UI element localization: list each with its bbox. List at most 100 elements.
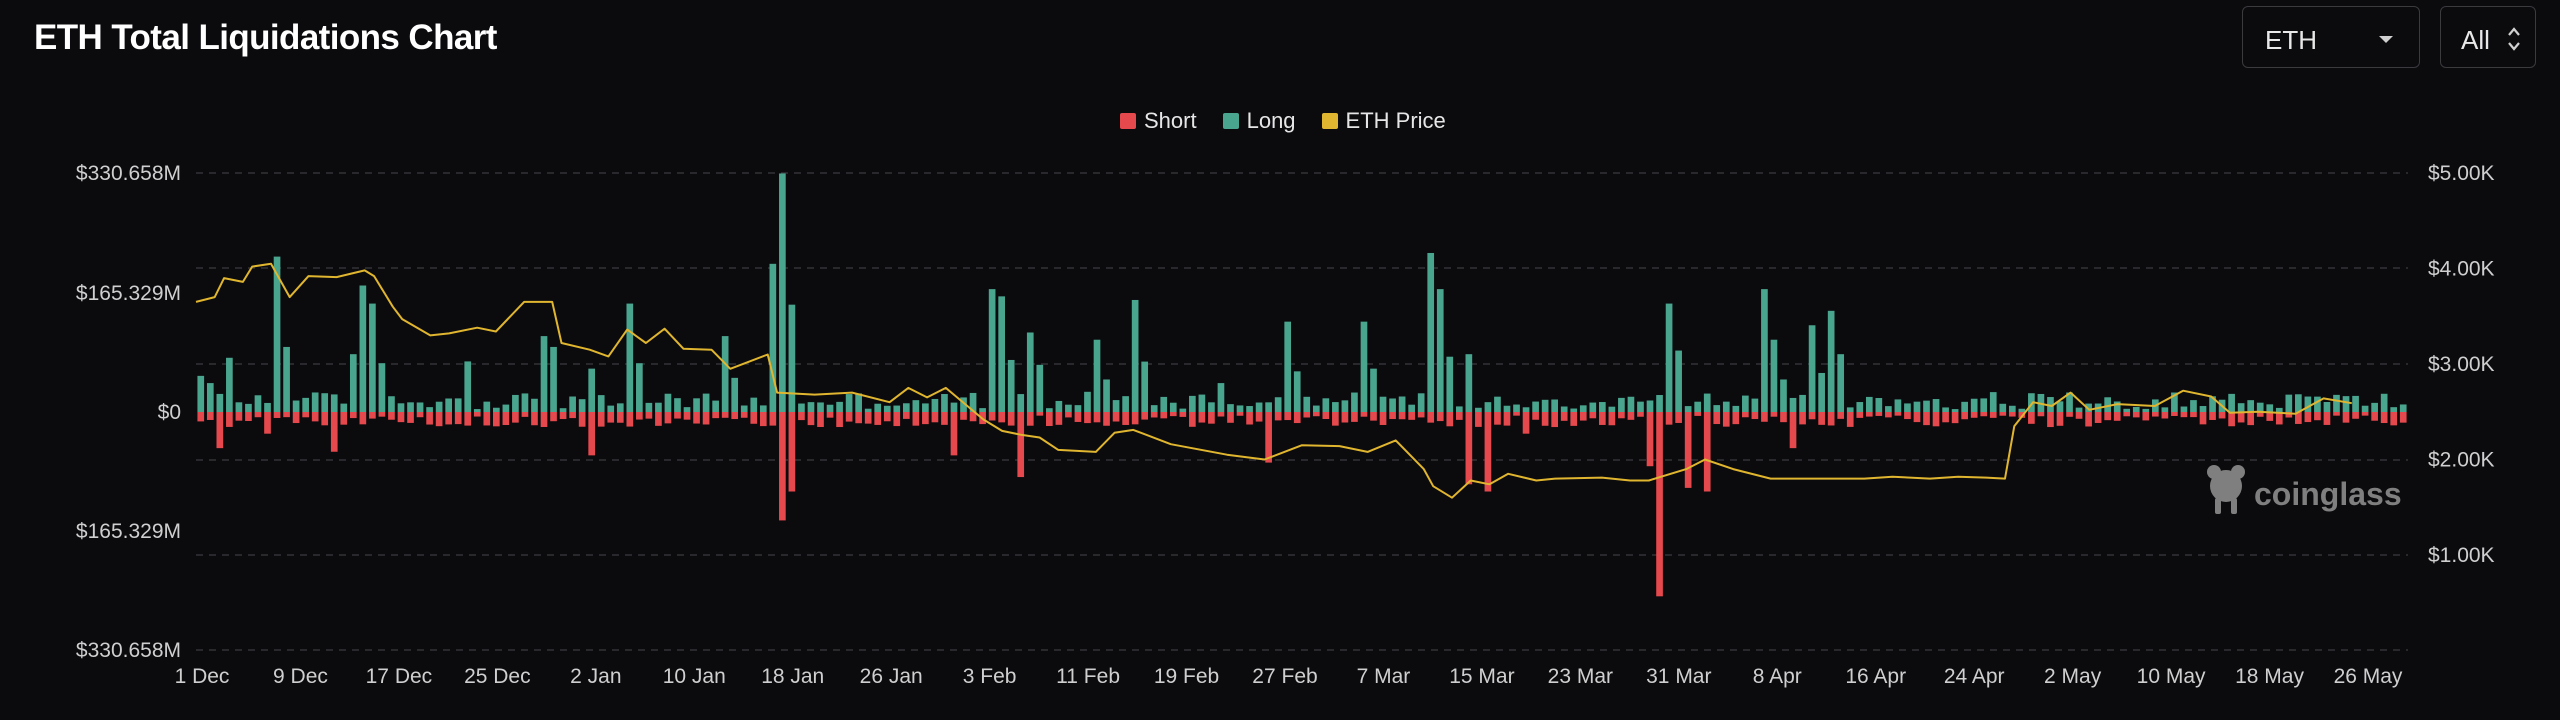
short-bar <box>912 412 920 426</box>
short-bar <box>1265 412 1272 463</box>
x-tick-label: 2 May <box>2044 665 2102 688</box>
short-bar <box>206 412 214 420</box>
x-tick-label: 26 Jan <box>860 665 923 688</box>
short-bar <box>597 412 605 427</box>
long-swatch <box>1222 113 1239 129</box>
short-bar <box>330 412 338 452</box>
long-bar <box>1007 359 1015 412</box>
short-bar <box>893 412 901 427</box>
short-bar <box>302 412 309 418</box>
short-bar <box>616 412 624 423</box>
short-bar <box>464 412 472 426</box>
short-bar <box>1770 412 1778 417</box>
short-bar <box>2085 412 2092 427</box>
long-bar <box>2018 408 2026 412</box>
long-bar <box>902 403 910 412</box>
long-bar <box>1379 396 1387 412</box>
long-bar <box>1961 401 1968 412</box>
short-bar <box>740 412 748 418</box>
short-bar <box>2247 412 2255 426</box>
short-bar <box>1627 412 1635 420</box>
long-bar <box>578 399 586 412</box>
long-bar <box>2399 404 2407 412</box>
long-bar <box>950 402 958 412</box>
long-bar <box>1541 399 1549 412</box>
short-bar <box>1293 412 1301 424</box>
long-bar <box>235 402 243 412</box>
long-bar <box>2323 402 2331 412</box>
long-bar <box>2285 394 2293 412</box>
long-bar <box>2123 408 2131 412</box>
short-bar <box>1169 412 1177 417</box>
long-bar <box>2333 394 2340 412</box>
long-bar <box>1026 332 1034 412</box>
long-bar <box>2209 396 2216 412</box>
short-bar <box>2190 412 2197 418</box>
short-bar <box>788 412 796 492</box>
short-bar <box>845 412 853 422</box>
x-tick-label: 16 Apr <box>1845 665 1906 688</box>
short-bar <box>378 412 386 417</box>
short-bar <box>1732 412 1740 425</box>
short-bar <box>1017 412 1025 478</box>
short-bar <box>922 412 929 425</box>
long-bar <box>311 392 319 412</box>
right-tick-label: $5.00K <box>2428 162 2495 185</box>
short-bar <box>1837 412 1845 419</box>
short-bar <box>397 412 405 423</box>
long-bar <box>1799 394 1806 412</box>
short-bar <box>1684 412 1692 488</box>
long-bar <box>1503 405 1511 412</box>
short-bar <box>311 412 319 422</box>
short-bar <box>702 412 710 425</box>
long-bar <box>1112 400 1120 412</box>
short-bar <box>1084 412 1091 424</box>
long-bar <box>1808 325 1816 412</box>
long-bar <box>550 346 557 412</box>
x-tick-label: 31 Mar <box>1646 665 1711 688</box>
short-bar <box>2047 412 2054 428</box>
long-bar <box>826 404 834 412</box>
long-bar <box>616 403 624 412</box>
short-bar <box>569 412 576 419</box>
short-bar <box>1455 412 1463 420</box>
short-bar <box>1341 412 1349 423</box>
short-bar <box>483 412 491 426</box>
short-bar <box>2218 412 2226 419</box>
long-bar <box>807 402 815 412</box>
long-bar <box>2342 396 2350 412</box>
coin-select[interactable]: ETH <box>2242 6 2420 68</box>
legend-item-price[interactable]: ETH Price <box>1321 108 1446 134</box>
long-bar <box>2266 404 2274 412</box>
short-bar <box>1589 412 1597 419</box>
short-bar <box>1970 412 1978 418</box>
legend-item-long[interactable]: Long <box>1222 108 1296 134</box>
short-bar <box>1904 412 1911 420</box>
long-bar <box>254 395 262 412</box>
long-bar <box>1265 402 1272 412</box>
long-bar <box>1675 350 1682 412</box>
short-bar <box>1398 412 1406 420</box>
left-tick-label: $165.329M <box>76 282 181 305</box>
long-bar <box>340 403 348 412</box>
long-bar <box>1827 310 1835 412</box>
legend-label-price: ETH Price <box>1345 108 1446 133</box>
updown-chevron-icon <box>2508 27 2520 51</box>
short-bar <box>874 412 882 425</box>
long-bar <box>626 303 634 412</box>
long-bar <box>2104 397 2112 412</box>
range-select[interactable]: All <box>2440 6 2536 68</box>
short-bar <box>1675 412 1682 423</box>
long-bar <box>1703 393 1711 412</box>
legend-item-short[interactable]: Short <box>1120 108 1197 134</box>
long-bar <box>1370 368 1377 412</box>
long-bar <box>2075 407 2083 412</box>
long-bar <box>1684 406 1692 412</box>
short-bar <box>2266 412 2274 421</box>
long-bar <box>397 403 405 412</box>
short-bar <box>245 412 252 421</box>
short-bar <box>1761 412 1768 422</box>
long-bar <box>1217 383 1225 412</box>
x-tick-label: 8 Apr <box>1753 665 1802 688</box>
